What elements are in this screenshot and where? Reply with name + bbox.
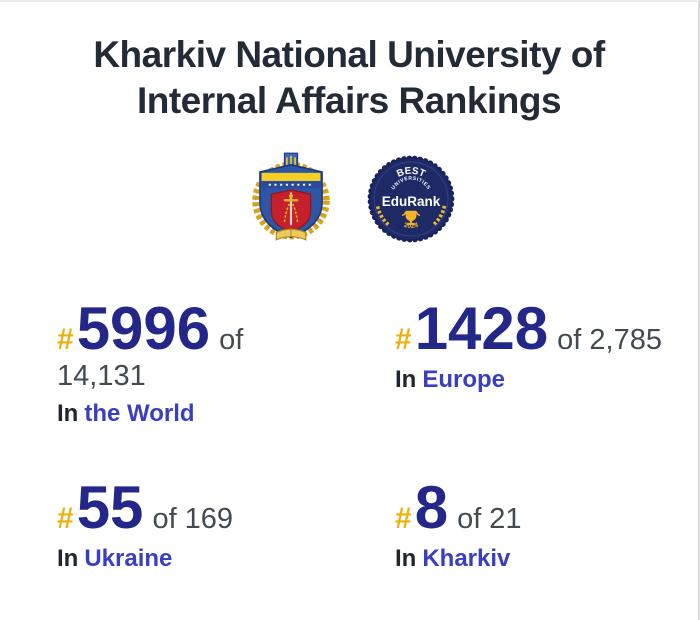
location-line: In Ukraine <box>57 545 395 573</box>
stat-kharkiv: # 8 of 21 In Kharkiv <box>395 478 673 573</box>
rank-hash: # <box>57 323 74 356</box>
edurank-badge-logo: BEST UNIVERSITIES EduRank 2024 <box>367 155 455 243</box>
rank-line: # 8 of 21 <box>395 478 673 538</box>
location-prefix: In <box>57 545 79 572</box>
rank-of-label: of <box>219 324 244 356</box>
location-link-ukraine[interactable]: Ukraine <box>84 545 173 572</box>
badge-year-label: 2024 <box>403 222 419 230</box>
rank-of-label: of 2,785 <box>557 324 662 356</box>
badge-brand-label: EduRank <box>382 194 441 209</box>
trophy-icon <box>401 210 421 226</box>
rank-hash: # <box>395 502 412 535</box>
location-link-europe[interactable]: Europe <box>422 366 506 393</box>
location-link-world[interactable]: the World <box>84 400 195 427</box>
page-title-line2: Internal Affairs Rankings <box>136 80 562 121</box>
rank-of-label: of 21 <box>457 503 522 535</box>
rank-line: # 55 of 169 <box>57 478 395 538</box>
rank-of-label: of 169 <box>152 503 234 535</box>
logos-row: BEST UNIVERSITIES EduRank 2024 <box>0 150 698 248</box>
location-line: In Europe <box>395 366 673 394</box>
page-title: Kharkiv National University of Internal … <box>0 32 698 124</box>
rank-line: # 5996 of <box>57 299 395 359</box>
rank-hash: # <box>57 502 74 535</box>
location-prefix: In <box>395 545 417 572</box>
location-link-kharkiv[interactable]: Kharkiv <box>422 545 511 572</box>
rank-total: 14,131 <box>57 360 146 392</box>
rank-value: 8 <box>414 474 449 541</box>
location-line: In the World <box>57 400 395 428</box>
page-title-line1: Kharkiv National University of <box>93 34 605 75</box>
rank-value: 5996 <box>76 295 211 362</box>
location-prefix: In <box>57 400 79 427</box>
rank-value: 55 <box>76 474 144 541</box>
location-line: In Kharkiv <box>395 545 673 573</box>
rank-hash: # <box>395 323 412 356</box>
rankings-grid: # 5996 of 14,131 In the World # 1428 of 2… <box>57 299 673 573</box>
stat-ukraine: # 55 of 169 In Ukraine <box>57 478 395 573</box>
rank-line: # 1428 of 2,785 <box>395 299 673 359</box>
stat-world: # 5996 of 14,131 In the World <box>57 299 395 428</box>
stat-europe: # 1428 of 2,785 In Europe <box>395 299 673 428</box>
svg-text:2024: 2024 <box>403 222 419 230</box>
university-crest-logo <box>252 152 330 241</box>
location-prefix: In <box>395 366 417 393</box>
rank-value: 1428 <box>414 295 549 362</box>
